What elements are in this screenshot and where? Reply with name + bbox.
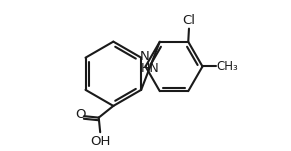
Text: OH: OH	[90, 135, 110, 148]
Text: Cl: Cl	[182, 14, 196, 27]
Text: HN: HN	[140, 62, 159, 75]
Text: N: N	[139, 50, 149, 63]
Text: CH₃: CH₃	[217, 60, 239, 73]
Text: O: O	[75, 108, 86, 122]
